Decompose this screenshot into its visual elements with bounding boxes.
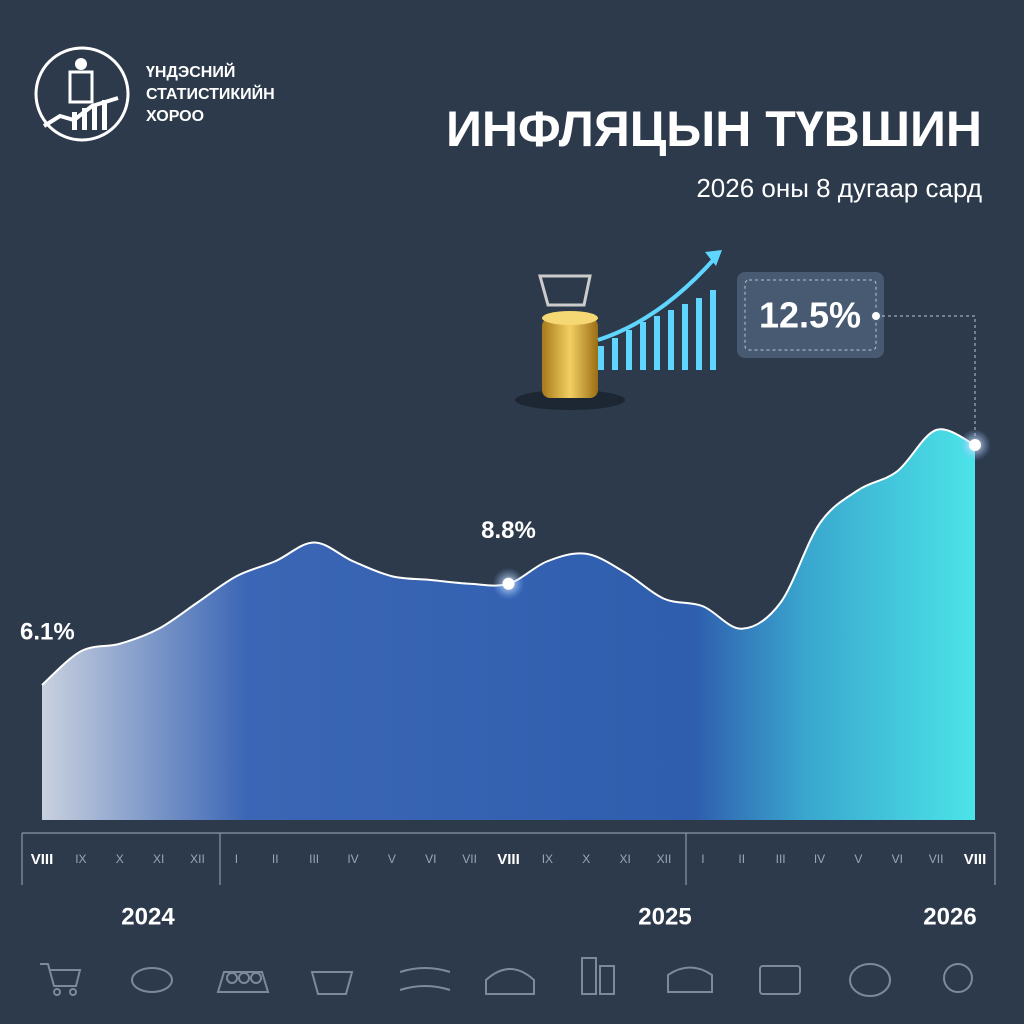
category-icons (40, 957, 973, 997)
value-label: 8.8% (481, 517, 536, 544)
x-tick-label: VI (425, 852, 436, 866)
x-tick-label: VII (929, 852, 944, 866)
x-tick-label: IV (814, 852, 825, 866)
x-tick-label: VIII (964, 851, 987, 868)
x-tick-label: VII (462, 852, 477, 866)
x-tick-label: I (235, 852, 238, 866)
value-label: 12.5% (759, 295, 861, 336)
x-tick-label: XI (619, 852, 630, 866)
x-tick-label: II (272, 852, 279, 866)
x-tick-label: VIII (31, 851, 54, 868)
x-tick-label: III (309, 852, 319, 866)
chart-title: ИНФЛЯЦЫН ТҮВШИН (446, 101, 982, 157)
area (42, 429, 975, 820)
org-line: ҮНДЭСНИЙ (146, 62, 235, 81)
axis-frame (21, 832, 996, 885)
x-tick-label: XI (153, 852, 164, 866)
x-tick-label: V (854, 852, 862, 866)
x-tick-label: III (776, 852, 786, 866)
point (502, 577, 515, 590)
x-tick-label: IX (75, 852, 86, 866)
org-line: СТАТИСТИКИЙН (146, 84, 275, 103)
org-line: ХОРОО (146, 108, 204, 125)
x-tick-label: XII (190, 852, 205, 866)
logo (34, 46, 130, 142)
chart-subtitle: 2026 оны 8 дугаар сард (696, 173, 982, 203)
value-label: 6.1% (20, 618, 75, 645)
point (969, 439, 981, 451)
x-tick-label: V (388, 852, 396, 866)
year-label: 2024 (121, 903, 175, 930)
year-label: 2026 (923, 903, 976, 930)
x-tick-label: VIII (497, 851, 520, 868)
year-label: 2025 (638, 903, 691, 930)
x-tick-label: IX (542, 852, 553, 866)
x-tick-label: XII (657, 852, 672, 866)
x-tick-label: VI (892, 852, 903, 866)
x-tick-label: X (582, 852, 590, 866)
x-tick-label: I (701, 852, 704, 866)
x-tick-label: IV (347, 852, 358, 866)
x-tick-label: X (116, 852, 124, 866)
x-tick-label: II (738, 852, 745, 866)
decoration (515, 250, 976, 440)
